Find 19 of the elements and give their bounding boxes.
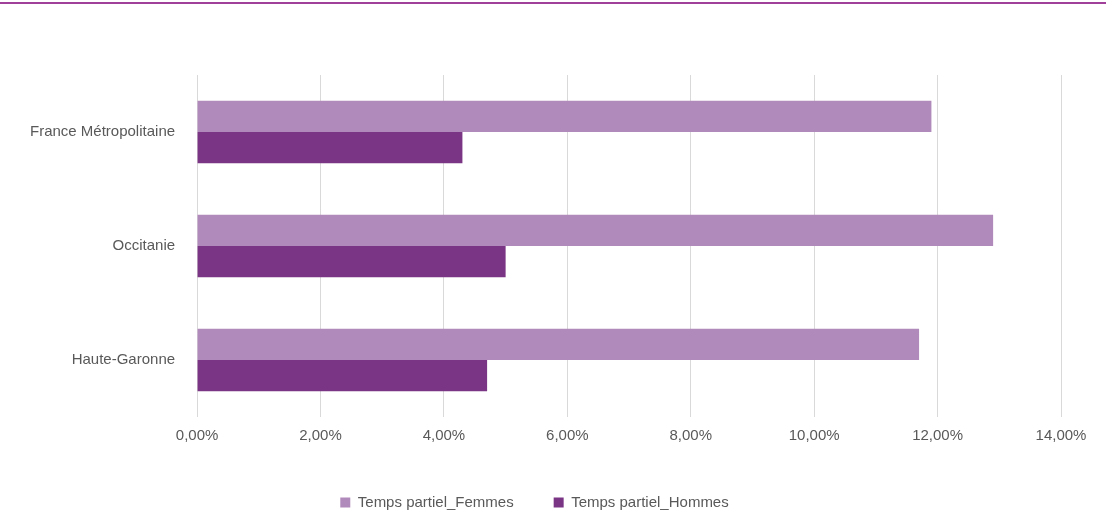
- y-tick-label: Occitanie: [112, 236, 176, 254]
- x-tick-label: 0,00%: [175, 426, 219, 444]
- y-tick-label: Haute-Garonne: [71, 350, 176, 368]
- bar: [197, 132, 463, 164]
- x-tick-label: 8,00%: [669, 426, 713, 444]
- y-tick-label: France Métropolitaine: [29, 122, 176, 140]
- x-tick-label: 6,00%: [546, 426, 589, 444]
- legend-label: Temps partiel_Hommes: [571, 492, 729, 510]
- bar: [197, 360, 488, 392]
- bar: [197, 100, 932, 132]
- x-tick-label: 12,00%: [912, 426, 964, 444]
- bar: [197, 328, 920, 360]
- x-tick-label: 2,00%: [299, 426, 342, 444]
- bar: [197, 246, 506, 278]
- x-tick-label: 14,00%: [1035, 426, 1087, 444]
- x-tick-label: 4,00%: [422, 426, 466, 444]
- legend-label: Temps partiel_Femmes: [357, 492, 514, 510]
- bar: [197, 214, 994, 246]
- x-tick-label: 10,00%: [788, 426, 840, 444]
